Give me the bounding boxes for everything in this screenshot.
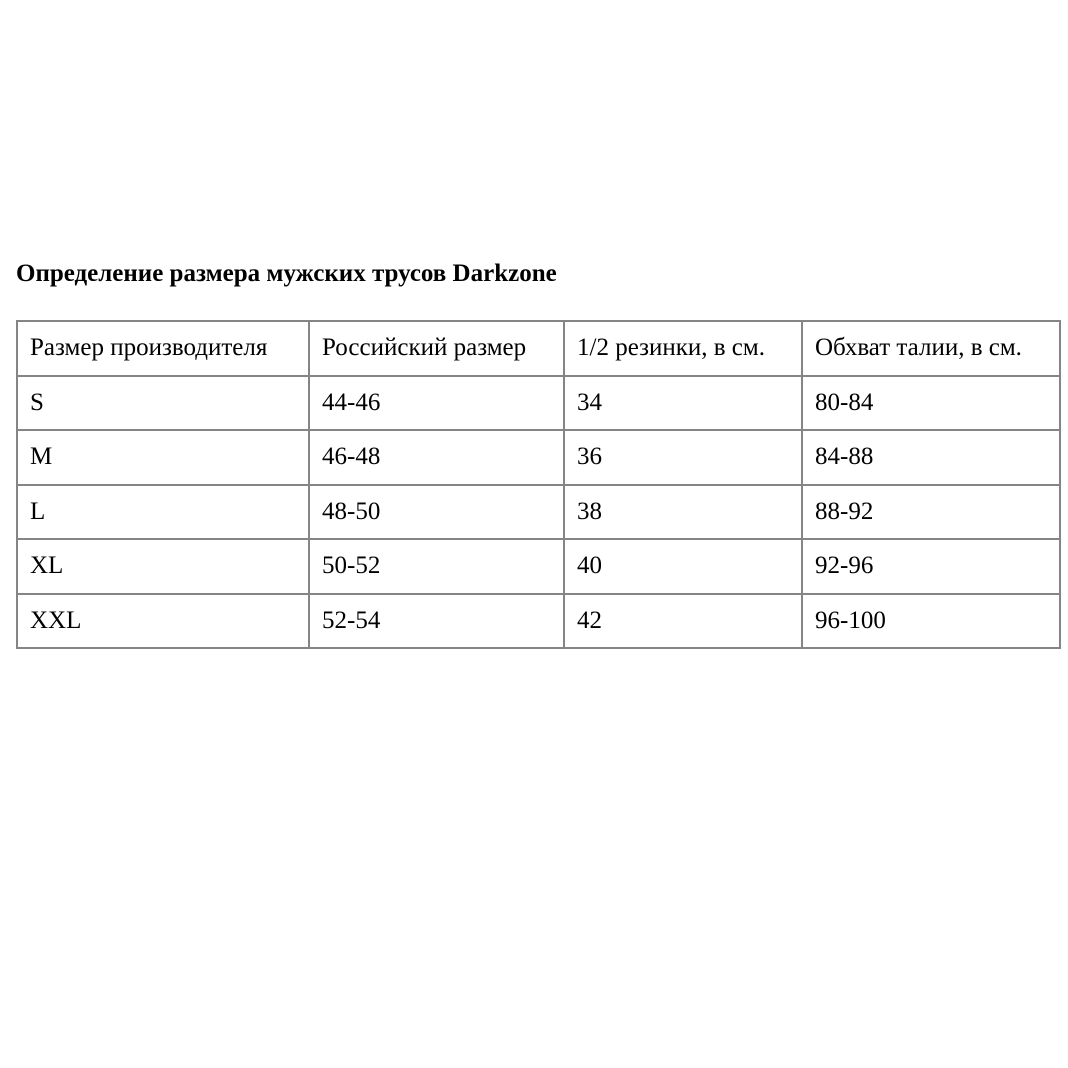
page-title: Определение размера мужских трусов Darkz… bbox=[16, 260, 557, 287]
table-row: M 46-48 36 84-88 bbox=[16, 429, 1061, 486]
table-cell: S bbox=[16, 374, 310, 431]
table-cell: M bbox=[16, 429, 310, 486]
table-cell: 44-46 bbox=[308, 374, 565, 431]
header-cell: 1/2 резинки, в см. bbox=[563, 320, 803, 377]
header-cell: Российский размер bbox=[308, 320, 565, 377]
table-cell: XXL bbox=[16, 592, 310, 649]
table-cell: 88-92 bbox=[801, 483, 1061, 540]
table-cell: 46-48 bbox=[308, 429, 565, 486]
table-cell: 34 bbox=[563, 374, 803, 431]
table-cell: 92-96 bbox=[801, 538, 1061, 595]
table-cell: 84-88 bbox=[801, 429, 1061, 486]
table-row: XXL 52-54 42 96-100 bbox=[16, 592, 1061, 649]
table-cell: XL bbox=[16, 538, 310, 595]
table-cell: 48-50 bbox=[308, 483, 565, 540]
table-cell: 96-100 bbox=[801, 592, 1061, 649]
table-header-row: Размер производителя Российский размер 1… bbox=[16, 320, 1061, 377]
table-cell: 52-54 bbox=[308, 592, 565, 649]
header-cell: Размер производителя bbox=[16, 320, 310, 377]
size-table: Размер производителя Российский размер 1… bbox=[16, 320, 1061, 649]
header-cell: Обхват талии, в см. bbox=[801, 320, 1061, 377]
table-cell: 42 bbox=[563, 592, 803, 649]
table-cell: 50-52 bbox=[308, 538, 565, 595]
table-cell: L bbox=[16, 483, 310, 540]
table-row: S 44-46 34 80-84 bbox=[16, 374, 1061, 431]
table-row: L 48-50 38 88-92 bbox=[16, 483, 1061, 540]
table-cell: 38 bbox=[563, 483, 803, 540]
table-row: XL 50-52 40 92-96 bbox=[16, 538, 1061, 595]
table-cell: 40 bbox=[563, 538, 803, 595]
table-cell: 36 bbox=[563, 429, 803, 486]
table-cell: 80-84 bbox=[801, 374, 1061, 431]
